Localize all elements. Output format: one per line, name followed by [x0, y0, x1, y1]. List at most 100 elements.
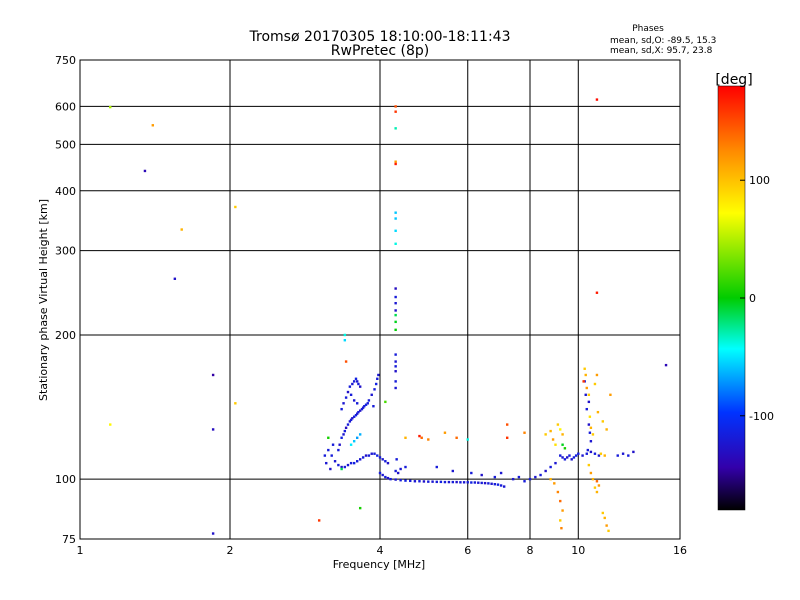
data-point	[355, 380, 359, 383]
data-point	[595, 98, 599, 101]
x-axis-ticks: 1 2 4 6 8 10 16	[77, 544, 688, 557]
data-point	[358, 385, 362, 388]
data-point	[394, 162, 397, 166]
data-point	[505, 436, 509, 439]
data-point	[323, 454, 327, 457]
data-point	[583, 367, 586, 370]
data-point	[561, 443, 564, 446]
data-point	[609, 393, 612, 397]
x-tick-label: 6	[464, 544, 471, 557]
data-point	[553, 482, 556, 485]
data-point	[559, 499, 562, 503]
data-point	[396, 471, 400, 475]
data-point	[439, 480, 443, 484]
data-point	[352, 461, 356, 465]
data-point	[386, 476, 390, 480]
data-point	[523, 480, 526, 483]
data-point	[544, 469, 547, 473]
data-point	[352, 380, 356, 383]
x-tick-label: 4	[377, 544, 384, 557]
y-tick-label: 500	[55, 138, 76, 151]
data-point	[355, 460, 359, 463]
data-point	[588, 415, 592, 418]
data-point	[373, 452, 376, 455]
data-point	[528, 477, 532, 481]
data-point	[607, 529, 610, 533]
data-point	[211, 373, 215, 377]
y-axis-label: Stationary phase Virtual Height [km]	[37, 199, 50, 401]
data-point	[351, 417, 354, 420]
data-point	[378, 471, 382, 475]
data-point	[490, 482, 493, 485]
phases-x-stats: mean, sd,X: 95.7, 23.8	[610, 46, 713, 56]
data-point	[554, 461, 557, 465]
data-point	[351, 382, 354, 386]
data-point	[384, 475, 387, 479]
x-tick-label: 16	[673, 544, 687, 557]
data-point	[394, 360, 397, 363]
y-tick-label: 200	[55, 329, 76, 342]
data-point	[340, 465, 343, 469]
data-point	[342, 402, 345, 405]
data-point	[499, 484, 503, 487]
data-point	[370, 393, 373, 397]
data-point	[394, 386, 397, 390]
data-point	[364, 454, 368, 457]
data-point	[413, 480, 417, 483]
data-point	[399, 467, 402, 471]
data-point	[493, 475, 497, 479]
data-point	[499, 471, 503, 475]
data-point	[394, 313, 397, 317]
data-point	[549, 477, 552, 481]
data-point	[394, 110, 397, 113]
data-point	[372, 405, 375, 408]
data-point	[563, 458, 567, 461]
data-point	[577, 452, 580, 455]
data-point	[394, 353, 397, 356]
data-point	[435, 465, 438, 469]
data-point	[632, 450, 635, 454]
data-point	[352, 399, 356, 402]
data-point	[337, 448, 340, 452]
data-point	[355, 402, 359, 405]
data-point	[173, 277, 177, 280]
data-point	[589, 440, 593, 443]
data-point	[605, 428, 608, 431]
data-point	[551, 438, 555, 441]
data-point	[394, 320, 397, 324]
y-tick-label: 750	[55, 54, 76, 67]
colorbar-ticks: 100 0 -100	[740, 174, 774, 423]
data-point	[394, 229, 397, 232]
data-point	[395, 458, 398, 461]
data-points	[109, 98, 668, 535]
data-point	[352, 440, 356, 443]
data-point	[381, 473, 384, 477]
data-point	[587, 400, 591, 404]
data-point	[360, 407, 364, 411]
data-point	[455, 436, 458, 439]
data-point	[502, 485, 506, 488]
data-point	[587, 463, 591, 467]
data-point	[595, 480, 599, 483]
data-point	[556, 423, 560, 426]
x-tick-label: 2	[227, 544, 234, 557]
data-point	[565, 456, 569, 459]
data-point	[455, 480, 458, 484]
data-point	[367, 454, 371, 457]
data-point	[346, 423, 350, 426]
data-point	[420, 436, 423, 439]
data-point	[621, 452, 625, 455]
data-point	[376, 377, 379, 380]
data-point	[559, 428, 562, 431]
data-point	[561, 456, 564, 459]
data-point	[370, 452, 373, 455]
data-point	[589, 450, 593, 454]
data-point	[593, 452, 597, 455]
data-point	[549, 465, 552, 469]
data-point	[483, 481, 487, 485]
data-point	[588, 431, 592, 434]
phases-heading: Phases	[632, 24, 664, 34]
data-point	[394, 217, 397, 220]
data-point	[574, 454, 578, 457]
data-point	[480, 473, 483, 477]
